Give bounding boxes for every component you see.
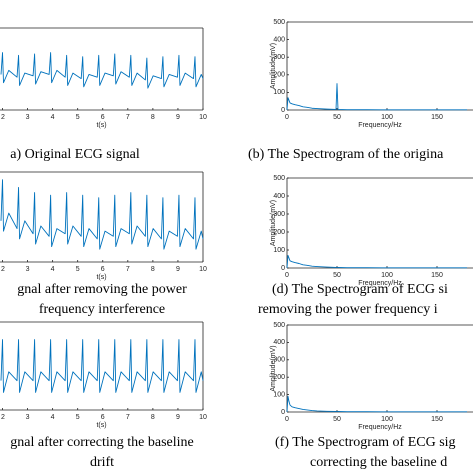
y-tick-label: 300 (273, 211, 285, 218)
x-tick-label: 9 (176, 266, 180, 273)
x-axis-label: Frequency/Hz (358, 424, 402, 431)
x-tick-label: 8 (151, 114, 155, 121)
x-tick-label: 9 (176, 414, 180, 421)
x-tick-label: 2 (1, 414, 5, 421)
y-tick-label: 0 (281, 409, 285, 416)
x-tick-label: 100 (381, 416, 393, 423)
x-tick-label: 4 (51, 114, 55, 121)
y-tick-label: 500 (273, 19, 285, 26)
x-tick-label: 10 (199, 114, 207, 121)
y-tick-label: 0 (281, 265, 285, 272)
x-axis-label: Frequency/Hz (358, 122, 402, 129)
panel-caption: frequency interference (39, 302, 165, 317)
signal-line (286, 83, 467, 111)
y-tick-label: 500 (273, 322, 285, 329)
x-tick-label: 3 (26, 266, 30, 273)
x-tick-label: 8 (151, 414, 155, 421)
x-tick-label: 8 (151, 266, 155, 273)
y-tick-label: 500 (273, 175, 285, 182)
x-tick-label: 4 (51, 266, 55, 273)
x-axis-label: t(s) (96, 274, 106, 281)
x-tick-label: 5 (76, 114, 80, 121)
panel-caption: (b) The Spectrogram of the origina (248, 147, 444, 162)
signal-line (286, 254, 467, 269)
x-tick-label: 6 (101, 266, 105, 273)
panel-caption: (f) The Spectrogram of ECG sig (275, 435, 456, 450)
y-tick-label: 200 (273, 374, 285, 381)
x-tick-label: 150 (431, 114, 443, 121)
x-tick-label: 10 (199, 414, 207, 421)
y-tick-label: 0 (281, 107, 285, 114)
y-axis-label: Amplitude(mV) (270, 43, 277, 89)
x-tick-label: 50 (333, 416, 341, 423)
x-axis-label: t(s) (96, 122, 106, 129)
x-tick-label: 0 (285, 114, 289, 121)
y-tick-label: 300 (273, 54, 285, 61)
y-tick-label: 200 (273, 72, 285, 79)
panel-caption: a) Original ECG signal (10, 147, 140, 162)
y-axis-label: Amplitude(mV) (270, 200, 277, 246)
x-axis-label: Frequency/Hz (358, 280, 402, 287)
x-tick-label: 3 (26, 414, 30, 421)
x-tick-label: 0 (285, 272, 289, 279)
signal-line (286, 395, 467, 413)
x-tick-label: 7 (126, 114, 130, 121)
panel-caption: removing the power frequency i (258, 302, 438, 317)
y-tick-label: 400 (273, 193, 285, 200)
y-tick-label: 100 (273, 89, 285, 96)
x-tick-label: 7 (126, 266, 130, 273)
x-tick-label: 150 (431, 416, 443, 423)
x-tick-label: 6 (101, 414, 105, 421)
y-tick-label: 100 (273, 391, 285, 398)
x-tick-label: 6 (101, 114, 105, 121)
panel-caption: (d) The Spectrogram of ECG si (272, 282, 448, 297)
x-tick-label: 50 (333, 272, 341, 279)
x-tick-label: 5 (76, 414, 80, 421)
panel-caption: correcting the baseline d (310, 455, 447, 470)
x-tick-label: 2 (1, 114, 5, 121)
x-tick-label: 50 (333, 114, 341, 121)
y-tick-label: 400 (273, 36, 285, 43)
x-tick-label: 9 (176, 114, 180, 121)
y-axis-label: Amplitude(mV) (270, 345, 277, 391)
panel-caption: gnal after correcting the baseline (10, 435, 193, 450)
x-tick-label: 150 (431, 272, 443, 279)
panel-caption: gnal after removing the power (17, 282, 187, 297)
x-tick-label: 7 (126, 414, 130, 421)
x-tick-label: 100 (381, 114, 393, 121)
x-tick-label: 5 (76, 266, 80, 273)
panel-caption: drift (90, 455, 114, 470)
x-tick-label: 4 (51, 414, 55, 421)
x-tick-label: 10 (199, 266, 207, 273)
y-tick-label: 400 (273, 339, 285, 346)
x-tick-label: 3 (26, 114, 30, 121)
x-tick-label: 0 (285, 416, 289, 423)
signal-line (0, 339, 204, 393)
y-tick-label: 200 (273, 229, 285, 236)
signal-line (0, 52, 204, 89)
x-axis-label: t(s) (96, 422, 106, 429)
x-tick-label: 2 (1, 266, 5, 273)
x-tick-label: 100 (381, 272, 393, 279)
y-tick-label: 100 (273, 247, 285, 254)
signal-line (0, 179, 204, 250)
y-tick-label: 300 (273, 357, 285, 364)
